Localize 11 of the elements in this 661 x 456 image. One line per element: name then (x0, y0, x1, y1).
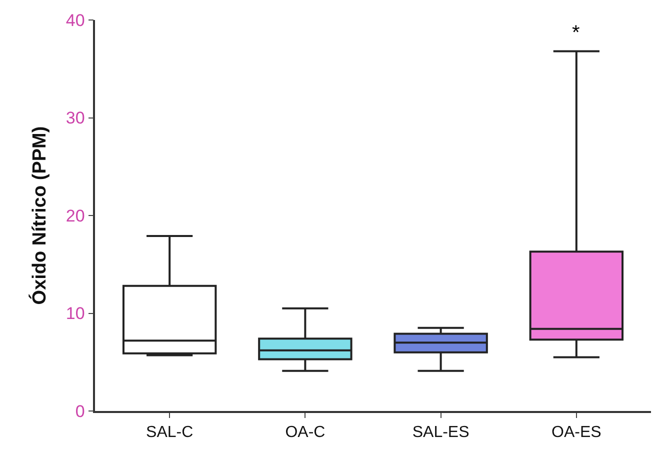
x-tick-label: OA-C (285, 424, 326, 441)
y-tick-label: 40 (66, 10, 85, 30)
x-tick-label: SAL-ES (412, 424, 470, 441)
y-tick-label: 30 (66, 108, 85, 128)
annotation: * (572, 22, 580, 44)
y-tick-label: 20 (66, 206, 85, 226)
x-tick-label: SAL-C (146, 424, 194, 441)
y-tick-label: 0 (75, 402, 85, 421)
x-tick-label: OA-ES (552, 424, 602, 441)
y-axis-title: Óxido Nítrico (PPM) (28, 126, 50, 305)
y-tick-label: 10 (66, 304, 85, 324)
